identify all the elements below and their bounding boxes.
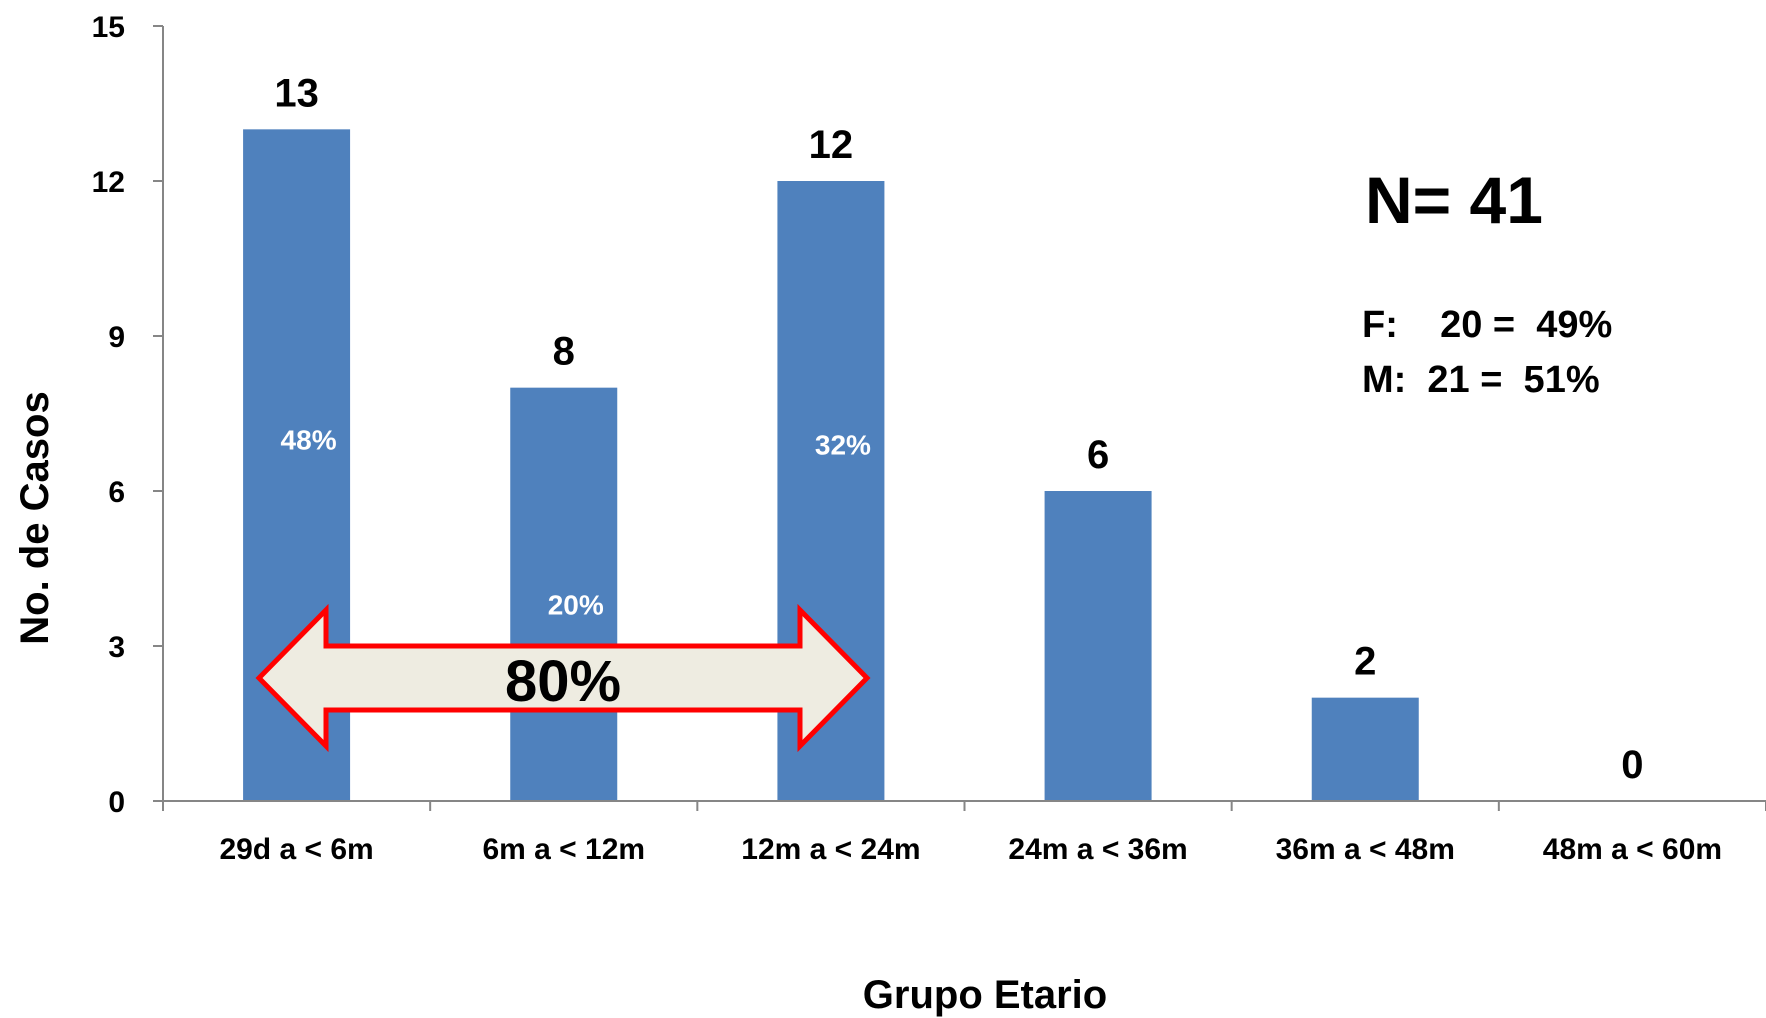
y-tick-label: 6 — [108, 476, 125, 509]
y-tick-label: 12 — [92, 166, 125, 199]
arrow-label: 80% — [505, 649, 621, 714]
bar-2 — [510, 387, 618, 801]
x-tick-label: 12m a < 24m — [741, 833, 920, 866]
x-tick-label: 48m a < 60m — [1543, 833, 1722, 866]
y-tick-label: 0 — [108, 786, 125, 819]
arrow-annotation: 80% — [255, 603, 871, 753]
data-label: 13 — [274, 71, 319, 115]
data-label: 2 — [1354, 640, 1376, 684]
y-tick-label: 15 — [92, 11, 125, 44]
bar-4 — [1044, 491, 1152, 801]
x-tick-label: 29d a < 6m — [219, 833, 373, 866]
y-tick-label: 3 — [108, 631, 125, 664]
bar-5 — [1311, 697, 1419, 801]
x-tick-label: 24m a < 36m — [1008, 833, 1187, 866]
x-tick-label: 6m a < 12m — [482, 833, 645, 866]
bar-percent-label: 32% — [815, 430, 871, 461]
bar-percent-label: 48% — [281, 424, 337, 455]
male-annotation: M: 21 = 51% — [1362, 359, 1600, 401]
data-label: 12 — [809, 123, 854, 167]
y-tick-label: 9 — [108, 321, 125, 354]
y-axis-title: No. de Casos — [13, 391, 57, 644]
data-label: 0 — [1621, 743, 1643, 787]
double-arrow-icon — [255, 603, 871, 753]
data-label: 6 — [1087, 433, 1109, 477]
total-annotation: N= 41 — [1365, 163, 1543, 237]
axes-group: 0 3 6 9 12 15 29d a < 6m 6m a < 12m 12m a < 24m 2… — [92, 11, 1766, 866]
labels-group: 13 8 12 6 2 0 48% 20% 32% — [274, 71, 1643, 787]
bar-percent-label: 20% — [548, 590, 604, 621]
female-annotation: F: 20 = 49% — [1362, 304, 1612, 346]
bars-group — [243, 129, 1419, 802]
x-tick-label: 36m a < 48m — [1276, 833, 1455, 866]
x-axis-title: Grupo Etario — [863, 973, 1107, 1017]
data-label: 8 — [553, 330, 575, 374]
